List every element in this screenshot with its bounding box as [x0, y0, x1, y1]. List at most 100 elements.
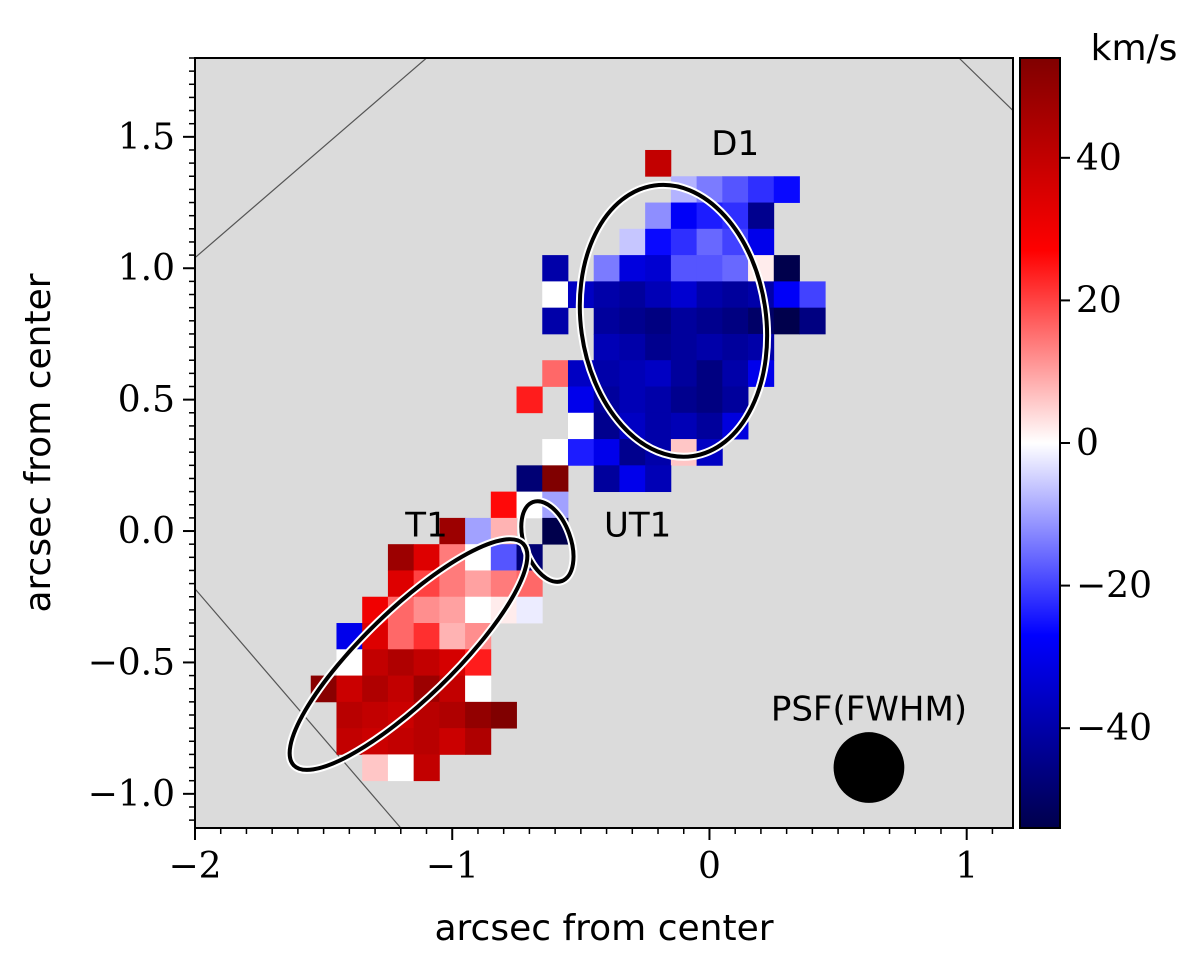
velocity-pixel — [465, 728, 492, 755]
velocity-pixel — [413, 754, 440, 782]
velocity-pixel — [799, 281, 826, 309]
velocity-pixel — [439, 517, 466, 545]
x-tick-label: −1 — [426, 846, 479, 887]
region-ellipses — [285, 180, 772, 774]
velocity-pixel — [439, 596, 466, 624]
velocity-pixel — [670, 281, 698, 309]
velocity-pixel — [773, 307, 800, 335]
velocity-pixel — [670, 333, 698, 361]
velocity-pixel — [645, 386, 672, 414]
velocity-pixel — [387, 649, 415, 676]
x-tick-label: 1 — [955, 846, 978, 887]
velocity-pixel — [645, 228, 672, 256]
region-label-t1: T1 — [404, 505, 447, 545]
velocity-pixel — [465, 596, 492, 624]
region-t1-ellipse — [285, 535, 532, 774]
velocity-pixel — [696, 307, 723, 335]
velocity-pixel — [696, 360, 723, 387]
region-outline — [287, 537, 530, 772]
velocity-pixel — [593, 307, 620, 335]
velocity-pixel — [619, 465, 646, 493]
velocity-pixel — [670, 307, 698, 335]
velocity-pixel — [516, 386, 543, 414]
velocity-pixel — [387, 623, 415, 650]
region-label-d1: D1 — [711, 124, 759, 164]
velocity-pixel — [413, 728, 440, 755]
velocity-pixel — [748, 202, 775, 230]
velocity-pixel — [362, 754, 389, 782]
velocity-pixel — [465, 701, 492, 729]
velocity-pixel — [670, 412, 698, 440]
x-tick-label: −2 — [168, 846, 221, 887]
velocity-pixel — [336, 701, 363, 729]
velocity-pixel — [542, 281, 569, 309]
colorbar-unit-label: km/s — [1091, 28, 1178, 69]
velocity-pixel — [413, 544, 440, 571]
velocity-pixel — [645, 333, 672, 361]
velocity-pixel — [567, 439, 595, 466]
velocity-pixel — [722, 333, 749, 361]
velocity-pixel — [567, 412, 595, 440]
velocity-pixel — [439, 570, 466, 598]
velocity-pixel — [645, 281, 672, 309]
velocity-pixel — [670, 228, 698, 256]
velocity-pixel — [748, 176, 775, 203]
velocity-pixel — [722, 386, 749, 414]
x-axis-title: arcsec from center — [434, 908, 773, 949]
velocity-pixel — [542, 465, 569, 493]
psf-beam-marker — [833, 732, 905, 803]
colorbar-tick-label: 40 — [1076, 138, 1122, 179]
velocity-pixel — [542, 255, 569, 282]
velocity-pixel — [593, 333, 620, 361]
velocity-pixel — [799, 307, 826, 335]
velocity-pixel — [645, 149, 672, 177]
velocity-pixel — [413, 623, 440, 650]
colorbar — [1019, 57, 1061, 829]
velocity-pixel — [336, 675, 363, 703]
velocity-pixel — [722, 360, 749, 387]
colorbar-ticks: −40 −20 0 20 40 — [1060, 138, 1152, 749]
velocity-pixel — [439, 728, 466, 755]
x-axis-ticks: −2 −1 0 1 — [168, 828, 994, 887]
velocity-pixel — [465, 675, 492, 703]
velocity-pixel — [619, 360, 646, 387]
velocity-pixel — [542, 307, 569, 335]
colorbar-tick-label: −40 — [1076, 708, 1152, 749]
velocity-pixel — [773, 255, 800, 282]
velocity-pixel — [696, 281, 723, 309]
y-tick-label: 0.5 — [118, 380, 175, 421]
plot-frame — [194, 57, 1014, 829]
footprint-lines — [195, 58, 1013, 828]
velocity-pixel — [542, 360, 569, 387]
velocity-pixel — [593, 255, 620, 282]
velocity-pixel — [696, 228, 723, 256]
velocity-pixel — [362, 675, 389, 703]
velocity-pixel — [722, 176, 749, 203]
velocity-pixel — [619, 228, 646, 256]
velocity-pixel — [490, 544, 517, 571]
footprint-line-2 — [958, 58, 1013, 111]
velocity-pixel — [645, 255, 672, 282]
velocity-pixel — [670, 386, 698, 414]
velocity-pixel — [619, 333, 646, 361]
velocity-pixel — [387, 675, 415, 703]
velocity-pixel — [773, 176, 800, 203]
velocity-pixel — [645, 202, 672, 230]
velocity-pixel — [696, 412, 723, 440]
velocity-pixel — [722, 255, 749, 282]
velocity-pixel — [645, 307, 672, 335]
region-label-ut1: UT1 — [604, 505, 671, 545]
velocity-pixel — [567, 386, 595, 414]
velocity-pixel — [619, 281, 646, 309]
velocity-pixel — [362, 701, 389, 729]
colorbar-tick-label: 20 — [1076, 280, 1122, 321]
velocity-pixel — [593, 281, 620, 309]
y-tick-label: 1.0 — [118, 248, 175, 289]
velocity-pixel — [387, 544, 415, 571]
velocity-pixel — [619, 307, 646, 335]
y-tick-label: 0.0 — [118, 511, 175, 552]
y-tick-label: −1.0 — [88, 774, 175, 815]
velocity-pixel — [490, 491, 517, 519]
velocity-pixel — [490, 701, 517, 729]
